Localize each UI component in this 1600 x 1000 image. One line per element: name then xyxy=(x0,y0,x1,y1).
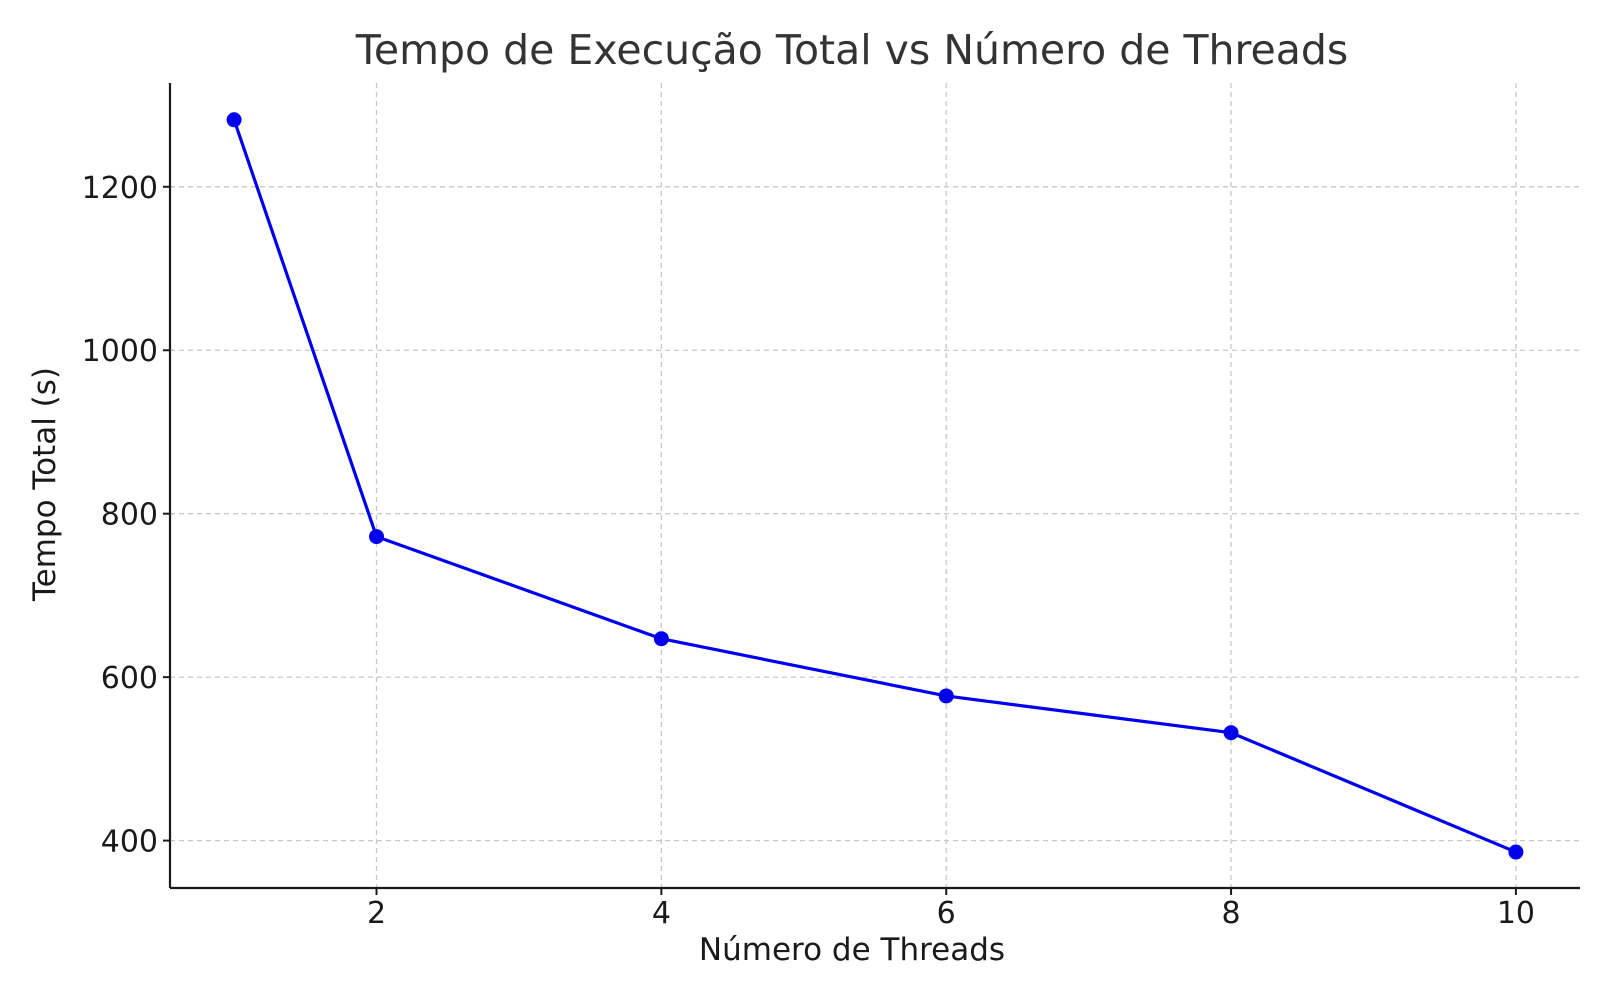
axes xyxy=(163,83,1580,895)
data-point xyxy=(1223,725,1239,741)
data-series xyxy=(226,112,1524,860)
y-axis-label: Tempo Total (s) xyxy=(27,367,63,602)
x-tick-label: 8 xyxy=(1222,896,1241,931)
y-tick-label: 800 xyxy=(101,498,158,533)
y-tick-label: 400 xyxy=(101,825,158,860)
x-tick-label: 2 xyxy=(367,896,386,931)
x-tick-label: 10 xyxy=(1497,896,1535,931)
data-point xyxy=(369,529,385,545)
series-line xyxy=(232,118,1518,854)
x-tick-label: 6 xyxy=(937,896,956,931)
data-point xyxy=(653,631,669,647)
data-point xyxy=(226,112,242,128)
data-point xyxy=(1508,844,1524,860)
x-axis-label: Número de Threads xyxy=(699,932,1005,968)
x-tick-label: 4 xyxy=(652,896,671,931)
y-tick-label: 1000 xyxy=(82,334,158,369)
y-tick-label: 1200 xyxy=(82,171,158,206)
grid-lines xyxy=(170,83,1580,888)
y-tick-label: 600 xyxy=(101,661,158,696)
chart-title: Tempo de Execução Total vs Número de Thr… xyxy=(355,26,1348,74)
tick-labels: 2 4 6 8 10 400 600 800 1000 1200 xyxy=(82,171,1535,931)
data-point xyxy=(938,688,954,704)
